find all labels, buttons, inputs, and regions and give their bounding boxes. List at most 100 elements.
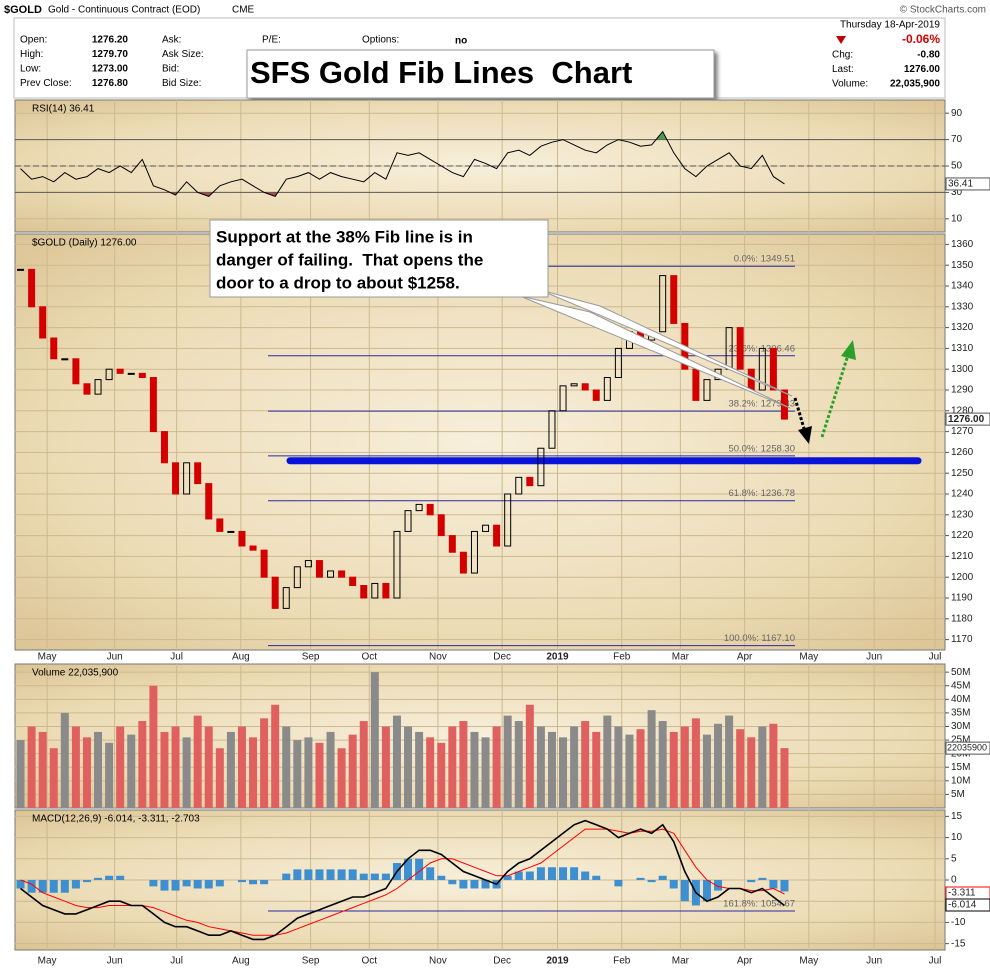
volume-bar [514, 721, 523, 808]
fib-label: 61.8%: 1236.78 [728, 488, 795, 499]
x-tick-label: Dec [493, 652, 511, 663]
y-tick-label: 1250 [951, 468, 974, 479]
pe-label: P/E: [262, 35, 281, 46]
volume-bar [370, 672, 379, 808]
symbol-name: Gold - Continuous Contract (EOD) [48, 5, 200, 16]
y-tick-label: 1180 [951, 613, 973, 624]
y-tick-label: 1360 [951, 239, 974, 250]
candle [769, 347, 777, 391]
x-tick-label: Jul [170, 652, 183, 663]
y-tick-label: 25M [951, 735, 970, 746]
candle [360, 585, 368, 599]
volume-bar [304, 737, 313, 808]
volume-bar [171, 726, 180, 808]
volume-bar [470, 731, 479, 808]
histogram-bar [525, 871, 534, 880]
histogram-bar [293, 869, 302, 880]
macd-line [20, 819, 785, 941]
annotation-text: door to a drop to about $1258. [216, 273, 460, 292]
y-tick-label: 1210 [951, 551, 974, 562]
volume-bar [138, 721, 147, 808]
y-tick-label: 5M [951, 789, 965, 800]
candle [160, 431, 168, 464]
quote-date: Thursday 18-Apr-2019 [840, 20, 940, 31]
candle [238, 530, 246, 547]
volume-bar [658, 721, 667, 808]
down-triangle [836, 36, 846, 44]
y-tick-label: 1320 [951, 322, 974, 333]
x-tick-label: Apr [737, 956, 753, 967]
change-percent: -0.06% [902, 32, 940, 46]
summary-label: Last: [832, 64, 854, 75]
candle [105, 368, 113, 381]
y-tick-label: 1270 [951, 426, 974, 437]
volume-bar [581, 721, 590, 808]
annotation-text: danger of failing. That opens the [216, 250, 483, 269]
volume-bar [392, 715, 401, 808]
fib-label: 0.0%: 1349.51 [734, 254, 795, 265]
histogram-bar [415, 858, 424, 880]
candle [670, 275, 678, 324]
candle [227, 530, 235, 533]
summary-value: 22,035,900 [890, 79, 940, 90]
volume-bar [769, 723, 778, 808]
y-tick-label: 1290 [951, 385, 974, 396]
y-tick-label: 10 [951, 832, 963, 843]
volume-bar [747, 737, 756, 808]
x-tick-label: Nov [429, 956, 447, 967]
volume-bar [359, 721, 368, 808]
annotation-text: Support at the 38% Fib line is in [216, 227, 473, 246]
candle [72, 358, 80, 385]
histogram-bar [82, 880, 91, 883]
histogram-bar [714, 880, 723, 891]
volume-bar [38, 731, 47, 808]
quote-label: Ask Size: [162, 49, 204, 60]
volume-bar [614, 726, 623, 808]
volume-bar [315, 742, 324, 808]
last-value-box [945, 177, 990, 191]
volume-bar [404, 726, 413, 808]
up-arrow [820, 354, 850, 438]
summary-label: Volume: [832, 79, 868, 90]
fib-extension-label: 161.8%: 1054.67 [723, 899, 795, 910]
volume-bar [636, 729, 645, 808]
x-tick-label: 2019 [546, 956, 569, 967]
last-value-box [945, 412, 990, 426]
candle [592, 389, 600, 401]
volume-bar [193, 715, 202, 808]
candle [404, 510, 412, 532]
candle [194, 462, 202, 485]
volume-bar [725, 715, 734, 808]
candle [94, 379, 102, 395]
last-value: -3.311 [948, 888, 976, 899]
candle [282, 587, 290, 609]
rsi-line [20, 130, 785, 198]
y-tick-label: 1340 [951, 281, 974, 292]
candle [581, 383, 589, 391]
histogram-bar [470, 880, 479, 889]
histogram-bar [769, 880, 778, 889]
candle [315, 560, 323, 578]
histogram-bar [536, 867, 545, 880]
y-tick-label: -15 [951, 938, 966, 949]
y-tick-label: 1300 [951, 364, 974, 375]
y-tick-label: 1330 [951, 301, 974, 312]
y-tick-label: 90 [951, 108, 963, 119]
histogram-bar [669, 880, 678, 889]
histogram-bar [570, 867, 579, 880]
histogram-bar [636, 877, 645, 880]
volume-bar [49, 748, 58, 808]
volume-bar [426, 737, 435, 808]
candle [61, 358, 69, 361]
y-tick-label: -10 [951, 917, 966, 928]
field-value: 1276.20 [92, 35, 129, 46]
candle [138, 372, 146, 379]
histogram-bar [459, 880, 468, 889]
volume-bar [758, 726, 767, 808]
panel-background [14, 233, 946, 651]
y-tick-label: 1350 [951, 260, 974, 271]
candle [149, 377, 157, 433]
x-tick-label: Feb [613, 652, 631, 663]
quote-label: Ask: [162, 35, 181, 46]
volume-bar [226, 731, 235, 808]
